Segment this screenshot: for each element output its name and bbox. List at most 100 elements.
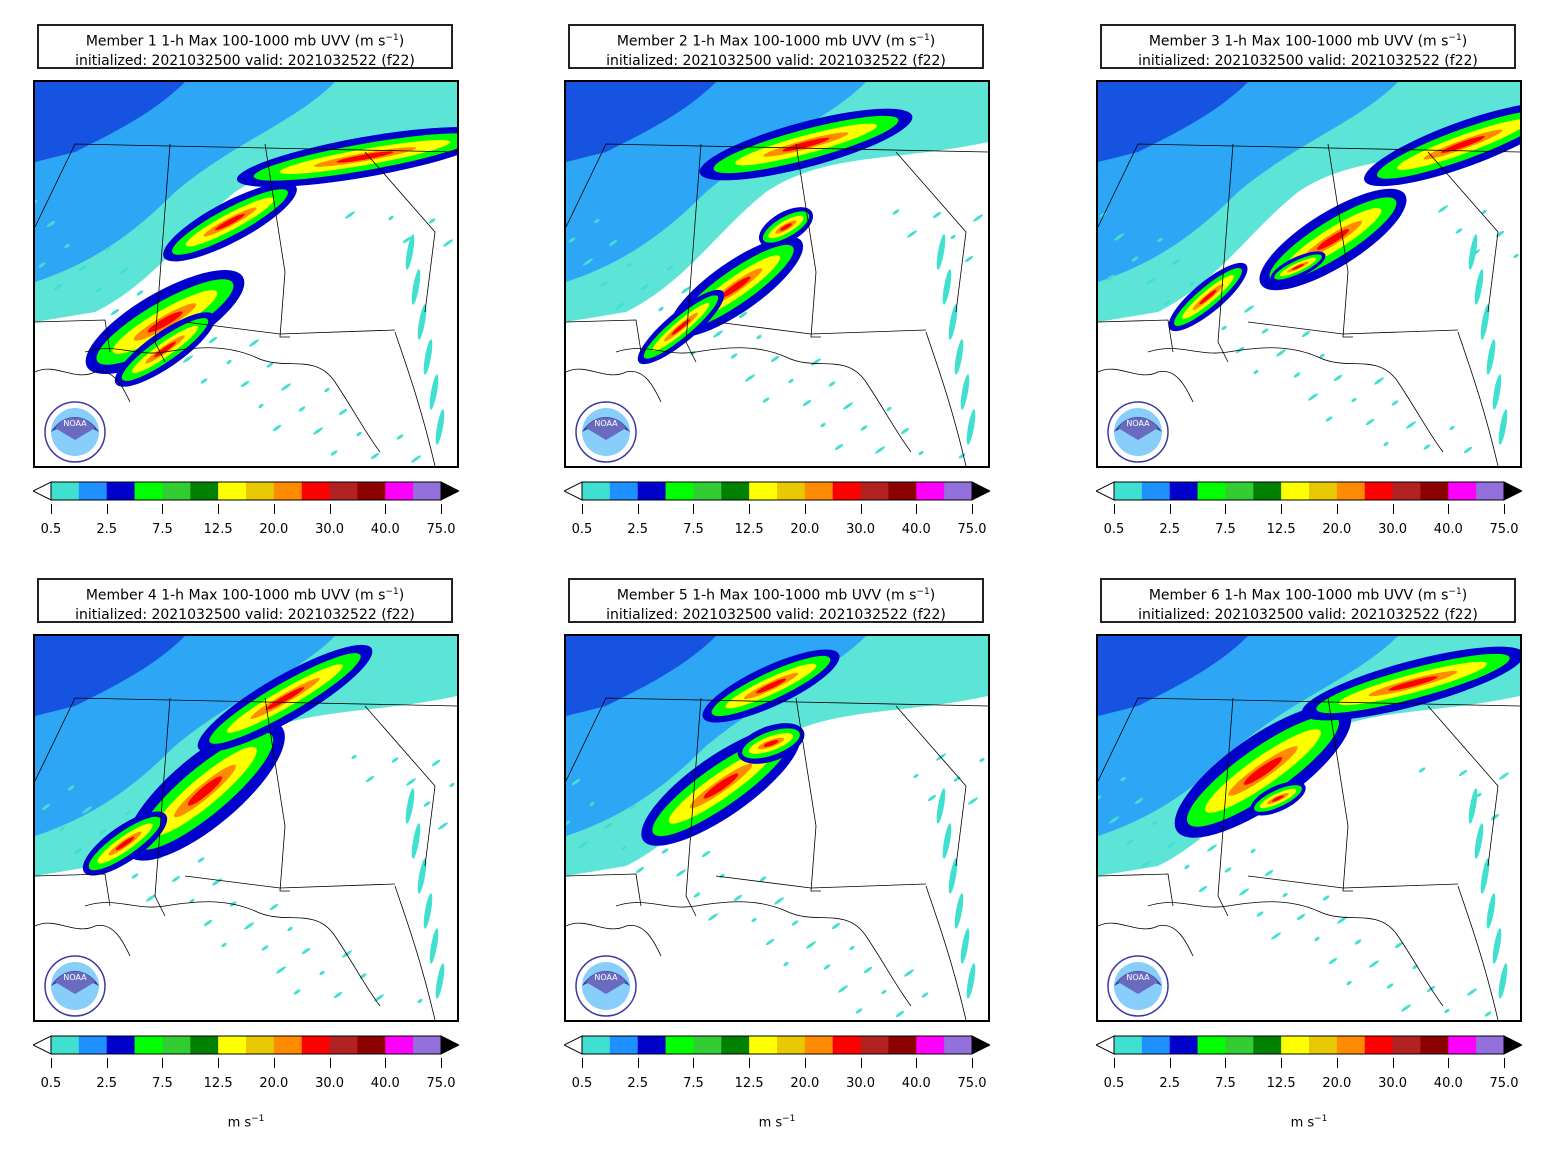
convective-swath [114,312,216,387]
uvv-speckle [1134,797,1144,805]
coastal-uvv-streak [954,893,964,929]
colorbar-units: m s−1 [33,1114,459,1130]
colorbar-tick [1169,504,1171,514]
colorbar-segment [357,482,386,500]
uvv-speckle [621,845,627,851]
colorbar-tick [1448,504,1450,514]
colorbar-tick-label: 30.0 [315,1076,345,1091]
colorbar-segment [162,482,191,500]
title-line-2: initialized: 2021032500 valid: 202103252… [75,52,415,69]
colorbar-units: m s−1 [1096,1114,1522,1130]
uvv-speckle [895,1010,905,1018]
colorbar-segment [1225,482,1254,500]
state-borders [1098,143,1520,466]
uvv-speckle [438,822,448,830]
uvv-speckle [183,355,193,363]
uvv-speckle [208,336,218,344]
title-line-1: Member 6 1-h Max 100-1000 mb UVV (m s−1) [1102,583,1514,606]
uvv-speckle [838,985,848,993]
uvv-speckle [791,920,799,926]
colorbar-segment [1141,1036,1171,1054]
uvv-speckle [566,820,571,826]
colorbar-segment [804,482,834,500]
uvv-speckle [1319,353,1325,359]
uvv-speckle [932,211,942,219]
uvv-speckle [828,381,836,387]
colorbar-ticks: 0.5 2.5 7.5 12.5 20.0 30.0 40.0 75.0 [33,1058,459,1091]
map-panel-5: Member 5 1-h Max 100-1000 mb UVV (m s−1)… [564,578,1034,1138]
colorbar-tick [1114,504,1115,514]
uvv-speckle [1444,1008,1450,1014]
panel-title: Member 1 1-h Max 100-1000 mb UVV (m s−1)… [37,24,453,69]
colorbar-tick [693,1058,695,1068]
colorbar-tick [385,504,387,514]
colorbar-tick [1281,1058,1283,1068]
colorbar-segment [609,482,639,500]
uvv-speckle [1328,957,1338,965]
units-exponent: −1 [251,1114,265,1124]
uvv-speckle [661,848,669,854]
colorbar-segment [609,1036,639,1054]
colorbar-tick-label: 7.5 [683,1076,704,1091]
uvv-speckle [110,308,120,316]
map-svg: NOAA [566,82,988,466]
colorbar-tick [749,504,751,514]
uvv-speckle [855,1008,863,1014]
colorbar-segment [301,482,331,500]
colorbar-tick-label: 40.0 [901,522,931,537]
noaa-logo-icon: NOAA [44,401,106,463]
colorbar-tick-label: 0.5 [1103,1076,1125,1091]
coastal-uvv-streak [942,269,952,305]
colorbar-tick [804,1058,806,1068]
uvv-speckle [907,230,917,238]
coastal-uvv-streak [966,409,976,445]
uvv-speckle [1131,256,1139,262]
coastal-uvv-streak [1498,963,1508,999]
uvv-speckle [583,258,593,266]
colorbar-tick [582,504,583,514]
colorbar-tick [1225,1058,1227,1068]
colorbar-segment [637,482,667,500]
colorbar-tick-label: 0.5 [571,522,593,537]
convective-swath [637,289,725,365]
colorbar-tick [1336,1058,1338,1068]
uvv-speckle [886,406,892,412]
colorbar-tick [106,504,108,514]
convective-swath [702,649,840,723]
colorbar-tick [329,1058,331,1068]
map-panel-4: Member 4 1-h Max 100-1000 mb UVV (m s−1)… [33,578,503,1138]
uvv-speckle [443,239,453,247]
uvv-speckle [388,215,394,221]
convective-swath [1364,102,1520,187]
uvv-speckle [1239,888,1249,896]
colorbar-tick [51,1058,52,1068]
colorbar-under-arrow [33,481,52,501]
colorbar-segment [273,1036,303,1054]
colorbar-tick-label: 12.5 [1266,522,1296,537]
uvv-speckle [849,945,855,951]
coastal-uvv-streak [1492,928,1502,964]
uvv-speckle [146,894,156,902]
uvv-speckle [708,913,718,921]
uvv-speckle [203,919,213,927]
colorbar-segment [1392,482,1421,500]
colorbar-tick-label: 75.0 [1489,1076,1519,1091]
coastal-uvv-streak [435,963,445,999]
uvv-speckle [1495,230,1505,238]
title-close-paren: ) [398,33,405,50]
map-svg: NOAA [1098,636,1520,1020]
coastal-uvv-streak [1486,893,1496,929]
state-borders [1098,697,1520,1020]
panel-title: Member 6 1-h Max 100-1000 mb UVV (m s−1)… [1100,578,1516,623]
colorbar-segment [78,482,108,500]
uvv-speckle [391,757,399,763]
colorbar-segment [777,1036,806,1054]
colorbar-segment [721,482,750,500]
uvv-speckle [244,922,254,930]
logo-text: NOAA [1126,419,1150,428]
colorbar-tick [916,1058,918,1068]
colorbar-tick-label: 0.5 [40,1076,62,1091]
uvv-speckle [681,286,691,294]
colorbar-tick-label: 40.0 [370,522,400,537]
uvv-speckle [324,387,330,393]
